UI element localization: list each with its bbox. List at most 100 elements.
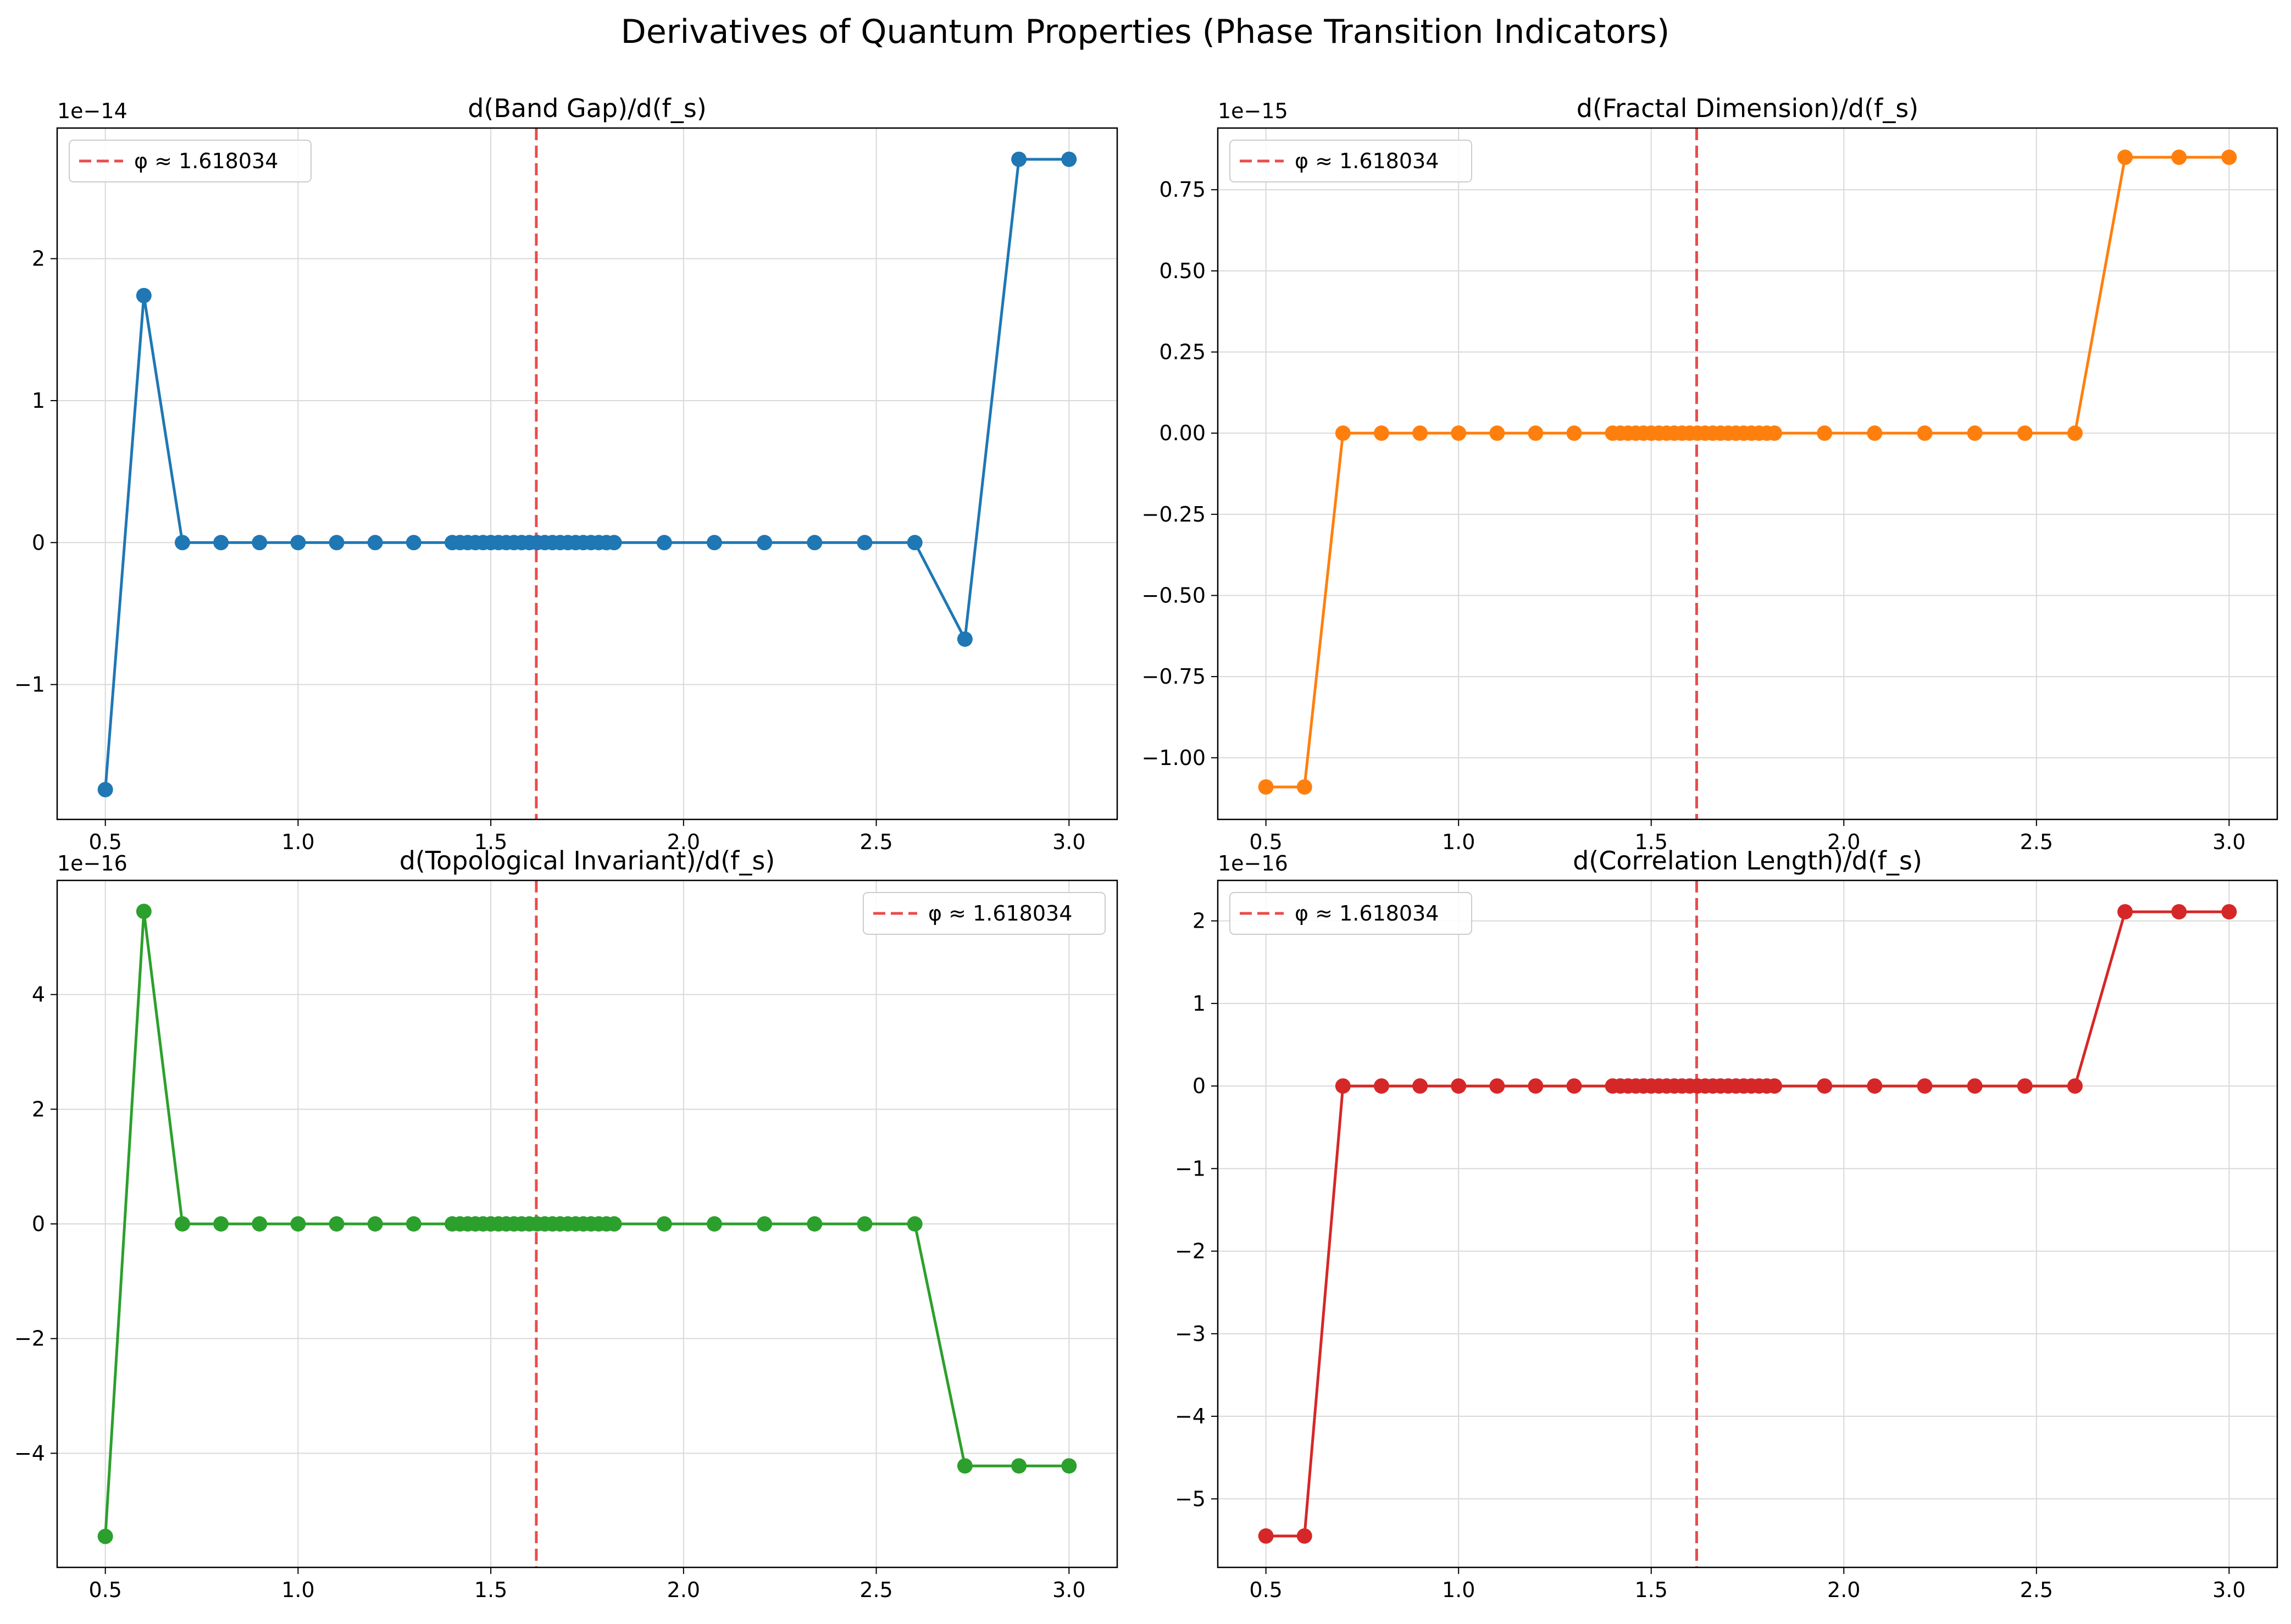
subplot-4: 0.5 1.0 1.5 2.0 2.5 3.0 −5 −4 −3 −2 −1 0 1 2 1e−16 d(Co… (1175, 846, 2278, 1602)
data-point (252, 535, 268, 551)
data-point (1489, 1078, 1505, 1094)
y-tick-label: 4 (32, 983, 45, 1007)
data-point (1258, 779, 1274, 795)
data-point (1011, 1458, 1027, 1474)
x-tick-label: 0.5 (1249, 1578, 1282, 1602)
y-axis-offset-label: 1e−16 (57, 851, 127, 875)
data-point (136, 904, 152, 919)
data-point (1373, 425, 1389, 441)
subplot-title: d(Fractal Dimension)/d(f_s) (1577, 93, 1918, 123)
data-point (329, 1216, 345, 1232)
data-point (1566, 1078, 1582, 1094)
x-tick-label: 2.0 (667, 1578, 700, 1602)
data-point (406, 535, 421, 551)
x-tick-label: 3.0 (1052, 830, 1085, 854)
y-tick-label: −1 (1175, 1156, 1206, 1180)
data-point (2117, 149, 2133, 165)
y-tick-label: −1.00 (1142, 746, 1206, 770)
y-tick-label: 1 (1192, 991, 1206, 1016)
legend: φ ≈ 1.618034 (863, 892, 1106, 935)
y-tick-label: −4 (1175, 1404, 1206, 1428)
data-point (1258, 1528, 1274, 1544)
x-tick-label: 2.5 (2020, 1578, 2053, 1602)
legend-box (1229, 892, 1472, 935)
y-tick-label: −0.75 (1142, 664, 1206, 689)
data-point (252, 1216, 268, 1232)
y-tick-label: 0.00 (1159, 421, 1206, 445)
legend: φ ≈ 1.618034 (1229, 892, 1472, 935)
x-tick-label: 2.0 (1827, 830, 1860, 854)
data-point (1451, 1078, 1467, 1094)
data-point (907, 1216, 923, 1232)
subplot-2: 0.5 1.0 1.5 2.0 2.5 3.0 −1.00 −0.75 −0.50 −0.25 0.… (1142, 93, 2278, 854)
data-point (1767, 1078, 1783, 1094)
legend-box (69, 140, 312, 182)
subplot-3: 0.5 1.0 1.5 2.0 2.5 3.0 −4 −2 0 2 4 1e−16 d(Topologi… (14, 846, 1118, 1602)
x-tick-label: 3.0 (2212, 1578, 2245, 1602)
data-point (1767, 425, 1783, 441)
y-tick-label: 0.50 (1159, 259, 1206, 283)
x-tick-label: 2.0 (667, 830, 700, 854)
y-tick-label: 0 (1192, 1074, 1206, 1098)
y-tick-label: 0.25 (1159, 340, 1206, 364)
data-point (1412, 425, 1428, 441)
data-point (1528, 425, 1544, 441)
x-tick-label: 1.5 (474, 1578, 507, 1602)
data-point (290, 535, 306, 551)
data-point (213, 535, 229, 551)
data-point (957, 631, 973, 647)
data-point (2171, 149, 2187, 165)
data-point (2117, 904, 2133, 920)
x-tick-label: 1.5 (1635, 830, 1668, 854)
legend-label: φ ≈ 1.618034 (1295, 901, 1439, 925)
data-point (1011, 151, 1027, 167)
data-point (1373, 1078, 1389, 1094)
x-tick-label: 1.5 (474, 830, 507, 854)
y-axis-offset-label: 1e−14 (57, 99, 127, 123)
y-tick-label: 2 (32, 247, 45, 271)
data-point (2221, 149, 2237, 165)
x-tick-label: 1.0 (281, 830, 314, 854)
data-point (2221, 904, 2237, 920)
subplot-title: d(Band Gap)/d(f_s) (468, 93, 707, 123)
y-tick-label: −4 (14, 1441, 45, 1465)
x-tick-label: 0.5 (1249, 830, 1282, 854)
data-point (606, 1216, 622, 1232)
x-tick-label: 1.0 (1442, 1578, 1475, 1602)
subplot-title: d(Correlation Length)/d(f_s) (1573, 846, 1922, 875)
x-tick-label: 3.0 (2212, 830, 2245, 854)
data-point (1061, 151, 1077, 167)
y-axis-offset-label: 1e−16 (1218, 851, 1288, 875)
axes-frame (56, 879, 1118, 1568)
y-tick-label: −5 (1175, 1487, 1206, 1511)
subplot-1: 0.5 1.0 1.5 2.0 2.5 3.0 −1 0 1 2 1e−14 d(Band Gap)/… (14, 93, 1118, 854)
x-tick-label: 1.0 (281, 1578, 314, 1602)
x-tick-label: 3.0 (1052, 1578, 1085, 1602)
data-point (1061, 1458, 1077, 1474)
x-tick-label: 0.5 (88, 1578, 121, 1602)
data-point (807, 535, 823, 551)
y-tick-label: 0.75 (1159, 178, 1206, 202)
data-point (174, 535, 190, 551)
data-point (1528, 1078, 1544, 1094)
y-tick-label: 2 (1192, 909, 1206, 933)
data-point (2171, 904, 2187, 920)
legend: φ ≈ 1.618034 (1229, 140, 1472, 182)
legend-box (863, 892, 1106, 935)
data-point (329, 535, 345, 551)
data-point (2067, 1078, 2083, 1094)
data-point (1489, 425, 1505, 441)
data-point (1867, 425, 1883, 441)
data-point (406, 1216, 421, 1232)
y-tick-label: 0 (32, 530, 45, 555)
x-tick-label: 2.5 (859, 1578, 892, 1602)
y-tick-label: 0 (32, 1212, 45, 1236)
data-point (367, 1216, 383, 1232)
data-point (1967, 1078, 1983, 1094)
y-tick-label: −1 (14, 673, 45, 697)
y-axis-offset-label: 1e−15 (1218, 99, 1288, 123)
axes-frame (1217, 879, 2278, 1568)
data-point (706, 1216, 722, 1232)
data-point (907, 535, 923, 551)
